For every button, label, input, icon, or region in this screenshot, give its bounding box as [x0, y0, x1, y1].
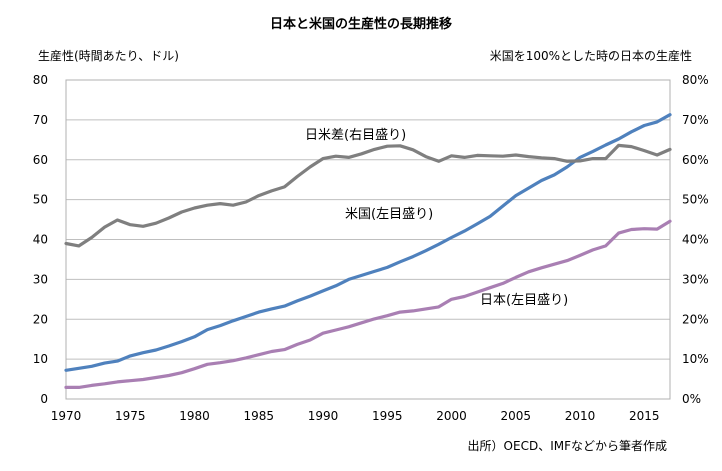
- x-tick-label: 1990: [308, 409, 339, 423]
- plot-area: [65, 79, 671, 400]
- left-tick-label: 60: [33, 153, 48, 167]
- line-gap: [64, 143, 672, 248]
- x-tick-label: 1980: [179, 409, 210, 423]
- left-tick-label: 70: [33, 113, 48, 127]
- annotation-us: 米国(左目盛り): [345, 207, 433, 222]
- right-tick-label: 70%: [682, 113, 709, 127]
- left-tick-label: 80: [33, 73, 48, 87]
- chart-title: 日本と米国の生産性の長期推移: [270, 16, 452, 32]
- left-tick-label: 20: [33, 312, 48, 326]
- x-tick-label: 1975: [115, 409, 146, 423]
- line-us: [64, 113, 672, 372]
- gridlines: [66, 119, 670, 360]
- left-tick-label: 30: [33, 272, 48, 286]
- right-tick-label: 20%: [682, 312, 709, 326]
- axis-ticks: 0 10 20 30 40 50 60 70 80 0% 10% 20% 30% 40% 50% 60% 70%…: [33, 73, 709, 423]
- source-note: 出所）OECD、IMFなどから筆者作成: [468, 439, 667, 453]
- x-tick-label: 2005: [501, 409, 532, 423]
- right-tick-label: 50%: [682, 193, 709, 207]
- x-tick-label: 2015: [629, 409, 660, 423]
- right-tick-label: 80%: [682, 73, 709, 87]
- right-tick-label: 0%: [682, 392, 701, 406]
- right-tick-label: 40%: [682, 233, 709, 247]
- left-tick-label: 50: [33, 193, 48, 207]
- series: [64, 113, 672, 389]
- x-tick-label: 1985: [243, 409, 274, 423]
- annotation-japan: 日本(左目盛り): [480, 293, 568, 308]
- right-tick-label: 60%: [682, 153, 709, 167]
- x-tick-label: 2000: [436, 409, 467, 423]
- left-tick-label: 40: [33, 233, 48, 247]
- line-japan: [64, 219, 672, 389]
- left-tick-label: 0: [40, 392, 48, 406]
- x-tick-label: 1995: [372, 409, 403, 423]
- annotation-gap: 日米差(右目盛り): [305, 128, 406, 143]
- right-tick-label: 30%: [682, 272, 709, 286]
- right-axis-label: 米国を100%とした時の日本の生産性: [490, 48, 692, 63]
- left-tick-label: 10: [33, 352, 48, 366]
- left-axis-label: 生産性(時間あたり、ドル): [38, 48, 179, 63]
- x-tick-label: 2010: [565, 409, 596, 423]
- right-tick-label: 10%: [682, 352, 709, 366]
- x-tick-label: 1970: [51, 409, 82, 423]
